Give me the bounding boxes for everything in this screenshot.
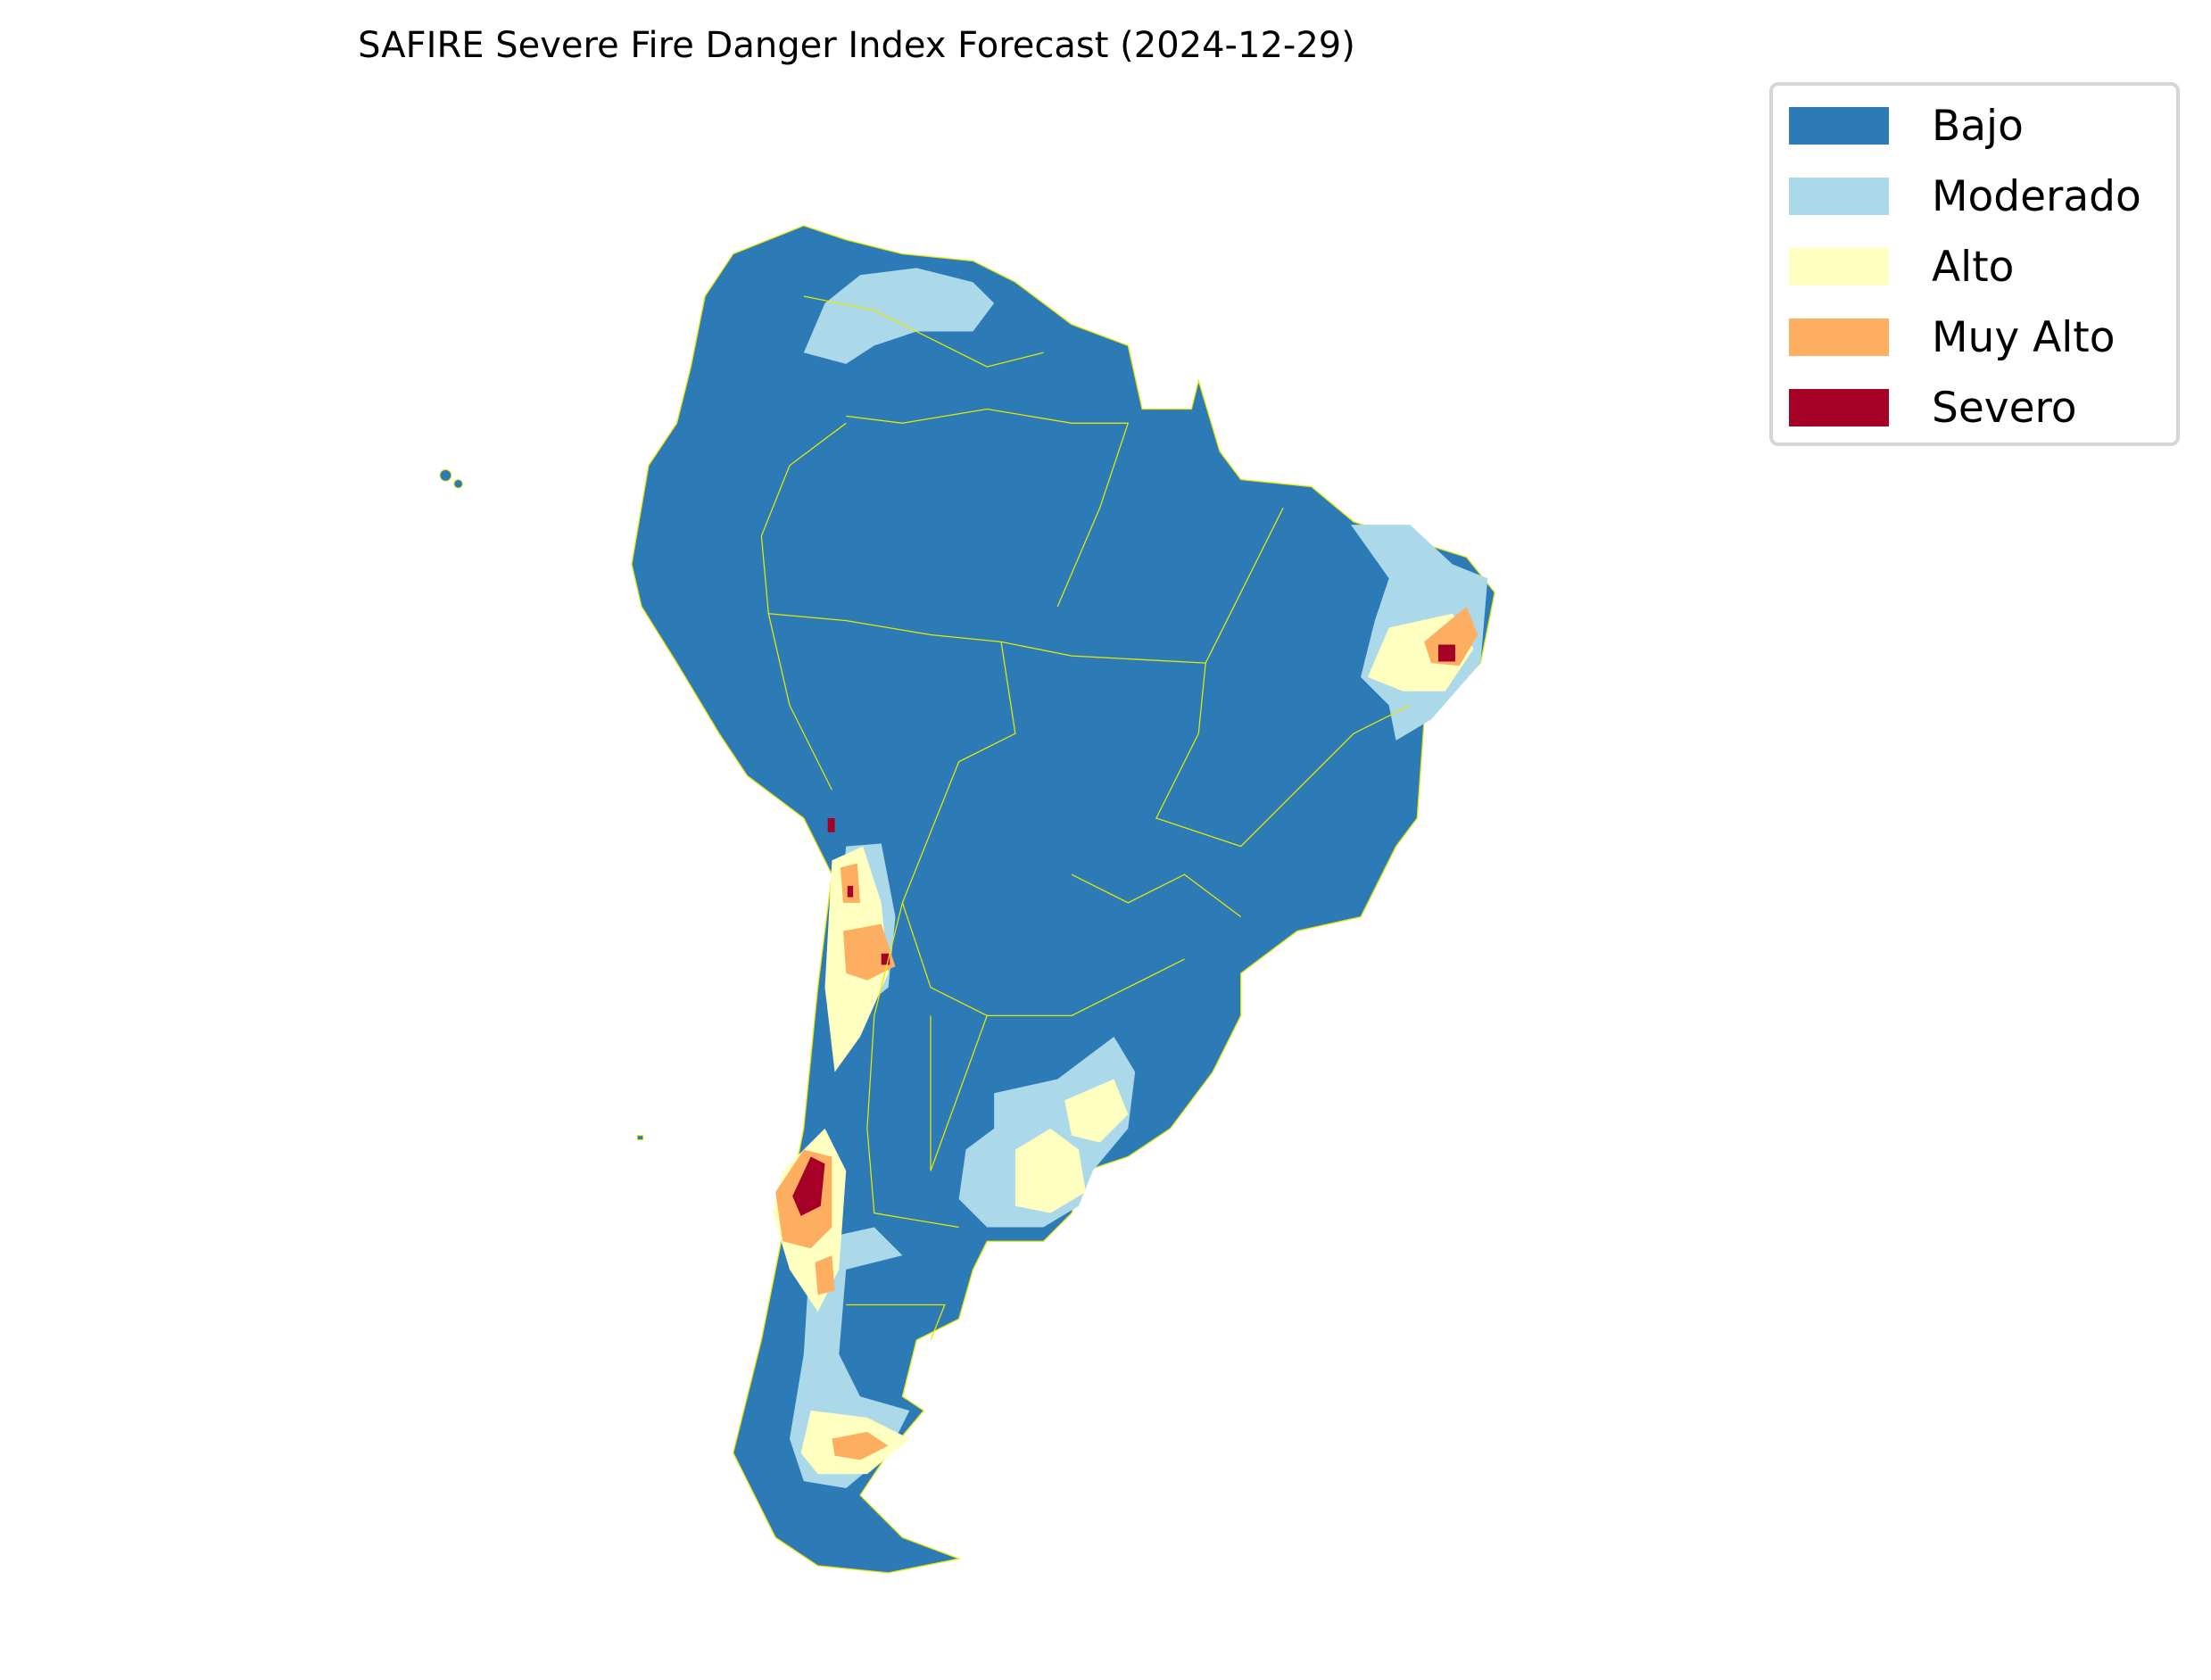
legend-swatch-alto [1789,248,1889,286]
border-line [803,295,1044,368]
legend-swatch-bajo [1789,107,1889,145]
galapagos-island [439,469,452,482]
legend-item-moderado: Moderado [1789,172,2141,221]
legend: Bajo Moderado Alto Muy Alto Severo [1769,82,2180,446]
region-uruguay-alto [1064,1079,1129,1143]
legend-item-bajo: Bajo [1789,102,2024,151]
juan-fernandez-island [636,1135,644,1140]
legend-label: Alto [1932,242,2015,292]
border-line [846,408,1130,608]
region-chile-severo-2 [847,885,854,898]
continent-base-bajo [631,225,1495,1574]
legend-label: Moderado [1932,171,2141,221]
legend-label: Severo [1932,383,2077,433]
region-chile-north-muyalto [840,863,861,903]
legend-swatch-moderado [1789,178,1889,215]
border-line [760,422,847,790]
border-line [901,641,1185,1016]
region-chile-north-severo [827,817,835,832]
legend-swatch-muy-alto [1789,319,1889,356]
region-central-chile-severo [792,1156,825,1216]
legend-label: Muy Alto [1932,312,2116,362]
legend-swatch-severo [1789,389,1889,426]
region-ne-brazil-muyalto [1424,606,1478,666]
region-ne-brazil-severo [1437,644,1455,662]
border-line [866,902,959,1229]
region-venezuela-moderado [803,268,995,364]
region-patagonia-muyalto [832,1431,889,1461]
galapagos-island [453,479,463,489]
legend-item-muy-alto: Muy Alto [1789,313,2116,362]
map-title: SAFIRE Severe Fire Danger Index Forecast… [358,25,1355,66]
region-pampas-alto [1014,1128,1086,1213]
admin-borders [760,295,1411,1341]
region-chile-severo [881,953,890,965]
south-america-landmass [631,225,1495,1574]
region-chile-muyalto [843,923,896,981]
islands [439,469,644,1140]
border-line [930,1015,988,1171]
severo-regions [792,644,1455,1216]
border-line [846,1303,946,1341]
border-line [1155,663,1411,848]
region-south-muyalto [815,1255,835,1295]
legend-item-severo: Severo [1789,384,2077,433]
border-line [768,507,1284,664]
legend-item-alto: Alto [1789,243,2014,292]
border-line [1071,873,1242,918]
legend-label: Bajo [1932,101,2024,151]
